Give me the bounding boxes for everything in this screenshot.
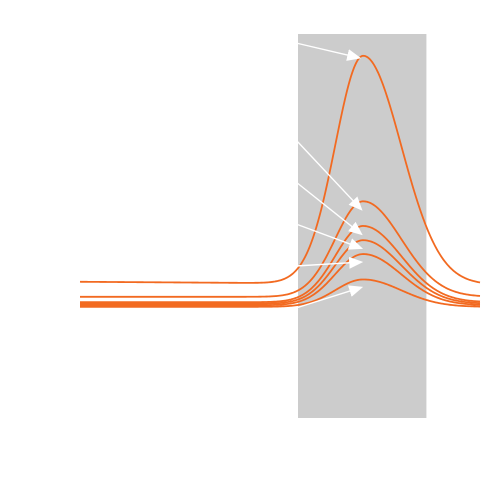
annotation-arrow-5 [295, 256, 364, 269]
annotation-arrow-4 [295, 223, 364, 250]
annotation-arrow-6 [295, 285, 364, 309]
series-line-4 [80, 239, 481, 305]
series-line-2 [80, 200, 481, 298]
annotation-arrow-2 [295, 139, 363, 211]
annotation-arrow-1 [295, 42, 362, 61]
series-line-3 [80, 225, 481, 304]
series-line-6 [80, 278, 481, 308]
series-line-1 [79, 54, 481, 284]
annotation-arrows [295, 42, 364, 309]
series-line-5 [80, 253, 481, 307]
series-lines [79, 54, 481, 308]
annotation-arrow-3 [295, 181, 363, 236]
